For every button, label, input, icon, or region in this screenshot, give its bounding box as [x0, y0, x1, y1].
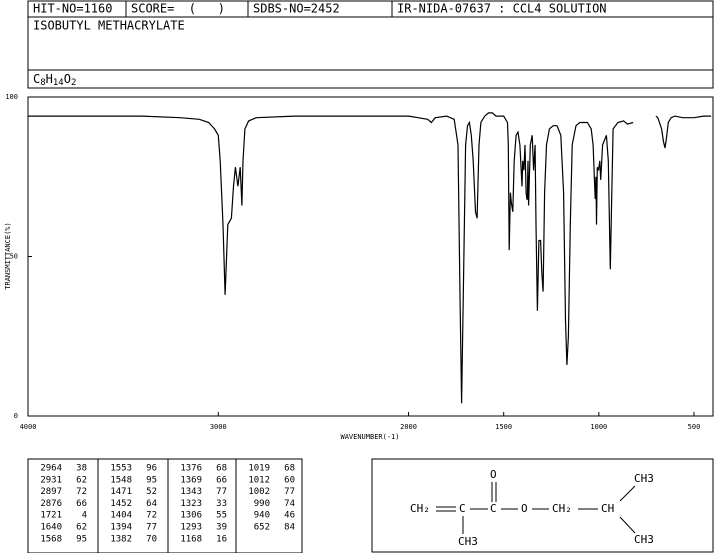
peak-intensity: 68: [216, 464, 227, 474]
peak-wavenumber: 2876: [40, 499, 62, 509]
atom: CH₂: [552, 502, 572, 515]
atom: O: [490, 468, 497, 481]
atom: C: [490, 502, 497, 515]
peak-wavenumber: 1002: [248, 487, 270, 497]
atom: C: [459, 502, 466, 515]
peak-intensity: 66: [216, 475, 227, 485]
formula-part: H: [46, 72, 53, 86]
peak-intensity: 60: [284, 475, 295, 485]
peak-wavenumber: 1382: [110, 534, 132, 544]
header-box: [27, 0, 714, 89]
peak-wavenumber: 1012: [248, 475, 270, 485]
peak-intensity: 77: [146, 523, 157, 533]
peak-intensity: 74: [284, 499, 295, 509]
peak-intensity: 72: [146, 511, 157, 521]
atom: CH3: [458, 535, 478, 548]
peak-intensity: 96: [146, 464, 157, 474]
peak-intensity: 4: [82, 511, 87, 521]
peak-wavenumber: 1553: [110, 464, 132, 474]
peak-wavenumber: 1019: [248, 464, 270, 474]
hit-no: HIT-NO=1160: [33, 2, 112, 16]
peak-intensity: 77: [216, 487, 227, 497]
ir-id: IR-NIDA-07637 : CCL4 SOLUTION: [397, 2, 607, 16]
peak-intensity: 95: [146, 475, 157, 485]
peak-wavenumber: 1394: [110, 523, 132, 533]
peak-wavenumber: 652: [254, 523, 270, 533]
peak-intensity: 62: [76, 475, 87, 485]
peak-wavenumber: 1369: [180, 475, 202, 485]
peak-wavenumber: 1343: [180, 487, 202, 497]
peak-intensity: 64: [146, 499, 157, 509]
peak-intensity: 46: [284, 511, 295, 521]
peak-intensity: 39: [216, 523, 227, 533]
peak-wavenumber: 1168: [180, 534, 202, 544]
peak-table-box: [27, 458, 303, 553]
formula: C8H14O2: [33, 72, 76, 88]
bond: [619, 516, 636, 534]
x-tick-label: 4000: [20, 423, 37, 431]
peak-intensity: 16: [216, 534, 227, 544]
x-tick-label: 1000: [590, 423, 607, 431]
y-axis-label: TRANSMITTANCE(%): [4, 222, 12, 289]
structure-box: [371, 458, 714, 553]
peak-intensity: 77: [284, 487, 295, 497]
x-tick-label: 3000: [210, 423, 227, 431]
peak-wavenumber: 1376: [180, 464, 202, 474]
peak-wavenumber: 1548: [110, 475, 132, 485]
formula-part: 14: [53, 78, 64, 88]
peak-intensity: 66: [76, 499, 87, 509]
atom: CH3: [634, 472, 654, 485]
peak-wavenumber: 2964: [40, 464, 62, 474]
y-tick-label: 0: [14, 412, 18, 420]
peak-wavenumber: 2931: [40, 475, 62, 485]
compound-name: ISOBUTYL METHACRYLATE: [33, 19, 185, 33]
bond: [619, 485, 636, 502]
peak-wavenumber: 1568: [40, 534, 62, 544]
peak-wavenumber: 1323: [180, 499, 202, 509]
peak-intensity: 72: [76, 487, 87, 497]
peak-wavenumber: 2897: [40, 487, 62, 497]
peak-wavenumber: 1721: [40, 511, 62, 521]
formula-part: O: [64, 72, 71, 86]
peak-wavenumber: 990: [254, 499, 270, 509]
atom: CH3: [634, 533, 654, 546]
peak-intensity: 95: [76, 534, 87, 544]
formula-part: 2: [71, 78, 76, 88]
spectrum-line: [28, 112, 712, 404]
peak-wavenumber: 1404: [110, 511, 132, 521]
structure: CH₂ C CH3 C O O CH₂ CH CH3 CH3: [410, 468, 654, 548]
x-tick-label: 1500: [495, 423, 512, 431]
formula-part: 8: [40, 78, 45, 88]
peak-wavenumber: 1640: [40, 523, 62, 533]
peak-intensity: 84: [284, 523, 295, 533]
x-tick-label: 500: [688, 423, 701, 431]
formula-part: C: [33, 72, 40, 86]
peak-wavenumber: 1452: [110, 499, 132, 509]
atom: O: [521, 502, 528, 515]
peak-wavenumber: 1471: [110, 487, 132, 497]
sdbs-no: SDBS-NO=2452: [253, 2, 340, 16]
atom: CH₂: [410, 502, 430, 515]
peak-intensity: 52: [146, 487, 157, 497]
y-tick-label: 50: [10, 253, 18, 261]
peak-intensity: 62: [76, 523, 87, 533]
y-tick-label: 100: [5, 93, 18, 101]
peak-intensity: 33: [216, 499, 227, 509]
peak-intensity: 38: [76, 464, 87, 474]
atom: CH: [601, 502, 614, 515]
peak-wavenumber: 1293: [180, 523, 202, 533]
peak-wavenumber: 1306: [180, 511, 202, 521]
score: SCORE= ( ): [131, 2, 225, 16]
peak-intensity: 70: [146, 534, 157, 544]
x-tick-label: 2000: [400, 423, 417, 431]
peak-intensity: 68: [284, 464, 295, 474]
peak-intensity: 55: [216, 511, 227, 521]
peak-wavenumber: 940: [254, 511, 270, 521]
x-axis-label: WAVENUMBER(-1): [340, 433, 399, 441]
